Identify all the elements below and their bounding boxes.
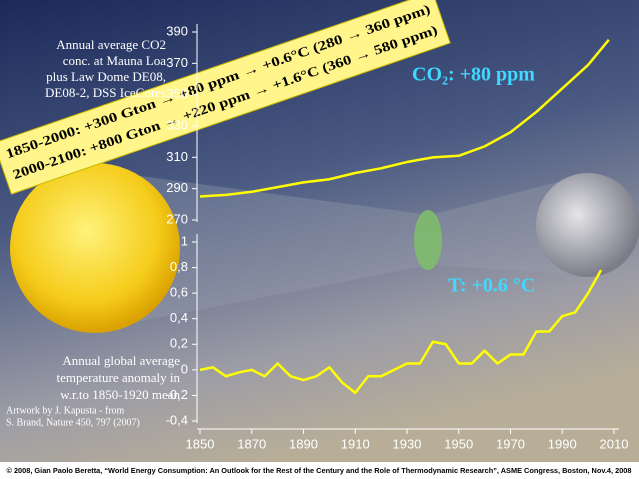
x-tick-label: 2010 [600,436,629,451]
banner-box [0,0,451,195]
annotation: T: +0.6 °C [448,275,535,297]
data-line [199,269,603,395]
y-tick-label: 390 [166,23,188,38]
earth [536,173,639,277]
description: Annual global average [62,353,180,368]
y-tick-label: 350 [166,86,188,101]
x-tick-label: 1890 [289,436,318,451]
footer-strip [0,462,639,479]
x-tick-label: 1950 [444,436,473,451]
y-tick-label: 0,4 [170,310,188,325]
y-tick-label: -0,4 [166,412,188,427]
y-tick-label: 370 [166,55,188,70]
description: Annual average CO2 [56,37,166,52]
sun [10,163,180,333]
x-tick-label: 1990 [548,436,577,451]
moon [414,210,442,270]
annotation: CO₂: +80 ppm [412,64,535,86]
x-tick-label: 1870 [237,436,266,451]
y-tick-label: 270 [166,211,188,226]
x-tick-label: 1850 [186,436,215,451]
y-tick-label: -0,2 [166,387,188,402]
description: plus Law Dome DE08, [46,69,166,84]
credit: S. Brand, Nature 450, 797 (2007) [6,417,140,428]
x-tick-label: 1910 [341,436,370,451]
light-cone [95,170,585,330]
y-tick-label: 0,2 [170,336,188,351]
y-tick-label: 310 [166,149,188,164]
y-tick-label: 290 [166,180,188,195]
credit: Artwork by J. Kapusta - from [6,405,125,416]
footer: © 2008, Gian Paolo Beretta, “World Energ… [7,467,632,475]
x-tick-label: 1970 [496,436,525,451]
y-tick-label: 0 [181,361,188,376]
description: DE08-2, DSS IceCores [45,85,166,100]
description: w.r.to 1850-1920 mean [60,387,180,402]
y-tick-label: 1 [181,233,188,248]
x-tick-label: 1930 [393,436,422,451]
description: conc. at Mauna Loa [63,53,166,68]
y-tick-label: 0,6 [170,285,188,300]
y-tick-label: 330 [166,117,188,132]
y-tick-label: 0,8 [170,259,188,274]
description: temperature anomaly in [57,370,181,385]
data-line [199,39,610,198]
